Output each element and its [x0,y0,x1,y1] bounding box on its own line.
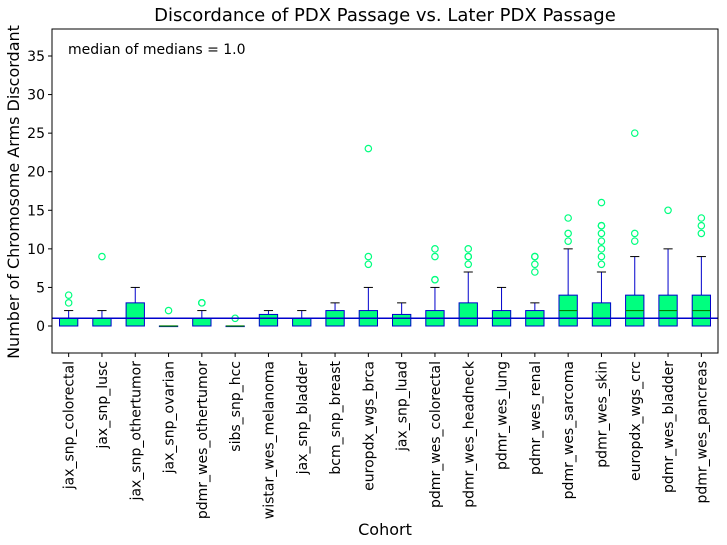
outlier-point [64,299,73,307]
x-tick-label: pdmr_wes_renal [528,361,544,475]
y-tick-label: 35 [27,49,45,65]
outlier-point [597,237,606,245]
x-tick-label: pdmr_wes_sarcoma [561,361,577,499]
outlier-point [630,237,639,245]
outlier-point [597,252,606,261]
y-tick-label: 15 [27,203,45,219]
x-tick-label: pdmr_wes_colorectal [428,361,444,508]
box-sibs_snp_hcc [225,314,245,328]
outlier-point [64,291,73,299]
box-europdx_wgs_brca [358,144,379,327]
y-tick-label: 0 [36,319,45,335]
outlier-point [431,252,439,261]
y-tick-label: 20 [27,165,45,181]
outlier-point [164,306,173,315]
plot-area [52,129,718,328]
box-pdmr_wes_lung [491,286,512,327]
x-tick-label: europdx_wgs_brca [361,361,377,491]
outlier-point [464,260,473,269]
box-pdmr_wes_othertumor [192,299,212,327]
y-axis-label: Number of Chromosome Arms Discordant [4,25,23,359]
outlier-point [564,237,572,245]
outlier-point [564,214,572,222]
outlier-point [597,245,606,253]
outlier-point [364,252,373,261]
x-axis-label: Cohort [358,520,412,539]
outlier-point [564,229,572,238]
box-body [591,302,612,327]
x-tick-label: pdmr_wes_pancreas [694,361,710,504]
box-jax_snp_colorectal [58,291,79,327]
x-tick-label: europdx_wgs_crc [628,361,644,481]
outlier-point [464,245,473,253]
box-bcm_snp_breast [325,302,345,327]
outlier-point [697,221,706,230]
box-pdmr_wes_sarcoma [558,214,578,327]
outlier-point [597,229,606,238]
box-pdmr_wes_colorectal [425,245,445,327]
box-body [391,313,412,327]
chart-title: Discordance of PDX Passage vs. Later PDX… [154,5,616,26]
x-tick-label: pdmr_wes_lung [495,361,511,470]
outlier-point [531,252,539,261]
box-body [58,317,79,327]
box-pdmr_wes_pancreas [691,214,712,327]
plot-frame [51,28,719,354]
box-jax_snp_ovarian [158,306,179,328]
box-jax_snp_lusc [92,252,112,327]
x-tick-label: jax_snp_luad [395,361,411,452]
outlier-point [531,260,539,269]
box-pdmr_wes_headneck [458,245,478,327]
outlier-point [597,260,606,269]
box-jax_snp_othertumor [125,286,145,327]
box-body [125,302,145,327]
x-tick-label: jax_snp_bladder [295,361,311,476]
x-tick-label: bcm_snp_breast [328,360,344,474]
box-body [458,302,478,327]
x-tick-label: jax_snp_ovarian [162,361,178,474]
box-jax_snp_luad [391,302,412,327]
outlier-point [697,214,706,222]
y-tick-label: 25 [27,126,45,142]
box-body [192,317,212,327]
x-tick-label: pdmr_wes_othertumor [195,361,211,519]
median-annotation: median of medians = 1.0 [68,42,246,58]
outlier-point [98,252,106,261]
x-tick-label: jax_snp_lusc [95,361,111,450]
outlier-point [198,299,206,307]
y-tick-label: 10 [27,242,45,258]
y-tick-label: 5 [36,280,45,296]
x-tick-label: jax_snp_colorectal [62,361,78,490]
y-tick-label: 30 [27,88,45,104]
outlier-point [597,221,606,230]
outlier-point [431,245,439,253]
outlier-point [364,260,373,269]
outlier-point [697,229,706,238]
x-tick-label: pdmr_wes_skin [594,361,610,468]
box-body [258,313,279,327]
box-pdmr_wes_bladder [658,206,678,327]
outlier-point [531,268,539,276]
outlier-point [464,252,473,261]
x-tick-label: pdmr_wes_headneck [461,360,477,508]
x-tick-label: wistar_wes_melanoma [261,361,277,519]
x-tick-label: pdmr_wes_bladder [661,361,677,493]
outlier-point [664,206,672,215]
x-tick-label: sibs_snp_hcc [228,361,244,452]
box-body [292,317,312,327]
box-europdx_wgs_crc [625,129,645,327]
box-pdmr_wes_skin [591,198,612,327]
outlier-point [597,198,606,207]
outlier-point [630,229,639,238]
box-pdmr_wes_renal [525,252,545,327]
box-body [92,317,112,327]
outlier-point [630,129,639,137]
x-tick-label: jax_snp_othertumor [128,361,144,502]
outlier-point [364,144,373,153]
outlier-point [431,275,439,284]
